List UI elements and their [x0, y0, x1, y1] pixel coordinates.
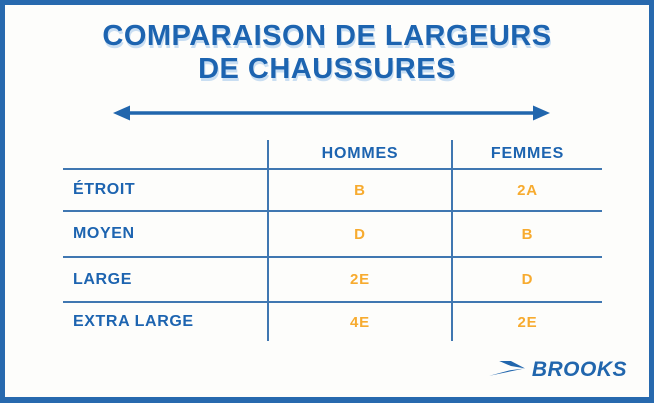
page-title-line2: DE CHAUSSURES: [198, 53, 456, 85]
header-cell-hommes: HOMMES: [267, 140, 451, 168]
row-label: ÉTROIT: [73, 181, 136, 198]
cell-hommes: 4E: [267, 303, 451, 341]
table-row: EXTRA LARGE 4E 2E: [63, 301, 602, 341]
page-title: COMPARAISON DE LARGEURS DE CHAUSSURES: [5, 20, 649, 86]
page-title-line1: COMPARAISON DE LARGEURS: [102, 20, 552, 52]
table-header-row: HOMMES FEMMES: [63, 140, 602, 168]
cell-femmes: 2A: [451, 170, 602, 210]
cell-femmes: 2E: [451, 303, 602, 341]
row-label: LARGE: [73, 270, 132, 288]
width-comparison-table: HOMMES FEMMES ÉTROIT B 2A MOYEN D B LARG…: [63, 140, 602, 341]
table-row: ÉTROIT B 2A: [63, 168, 602, 210]
double-headed-arrow-icon: [113, 104, 550, 122]
cell-femmes: B: [451, 212, 602, 256]
cell-hommes: B: [267, 170, 451, 210]
row-label: EXTRA LARGE: [73, 313, 194, 330]
cell-femmes: D: [451, 258, 602, 301]
cell-hommes: 2E: [267, 258, 451, 301]
cell-hommes: D: [267, 212, 451, 256]
table-row: MOYEN D B: [63, 210, 602, 256]
brand-name: BROOKS: [531, 358, 627, 381]
row-label: MOYEN: [73, 225, 135, 242]
table-row: LARGE 2E D: [63, 256, 602, 301]
header-cell-empty: [63, 140, 267, 168]
brooks-chevron-icon: [488, 360, 525, 381]
header-cell-femmes: FEMMES: [451, 140, 602, 168]
brooks-logo: BROOKS: [488, 358, 627, 382]
